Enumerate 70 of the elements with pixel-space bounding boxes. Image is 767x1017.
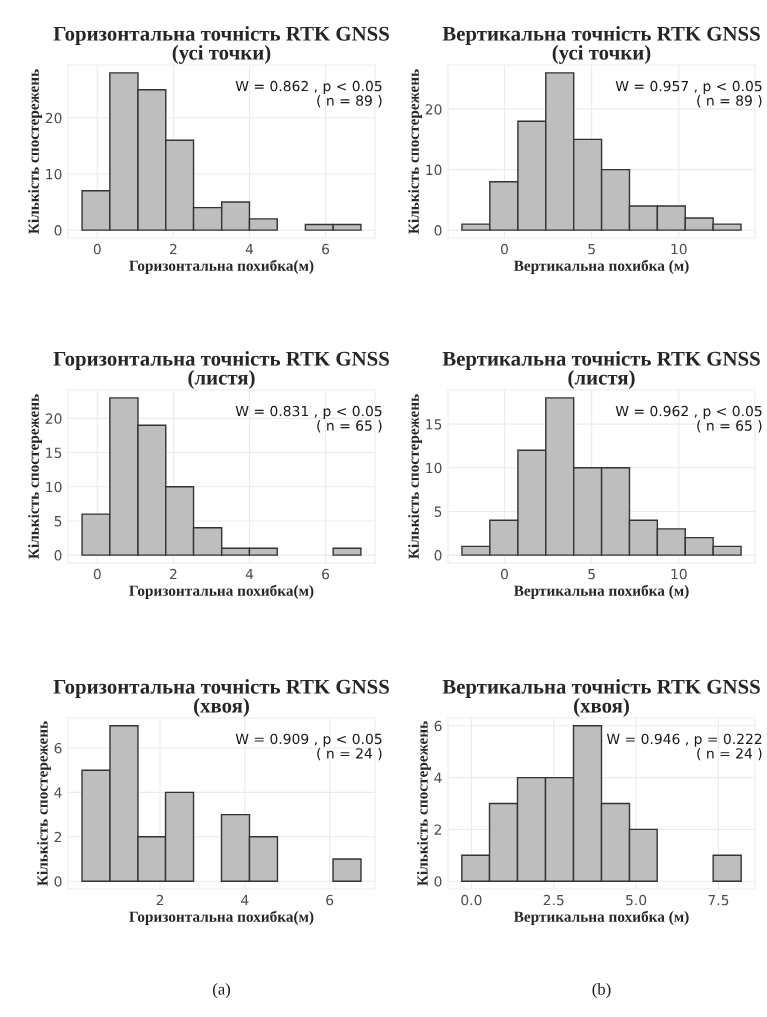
y-axis-title: Кількість спостережень <box>28 394 42 559</box>
x-tick-label: 10 <box>671 568 687 580</box>
x-axis-title: Горизонтальна похибка(м) <box>129 259 314 274</box>
y-tick-label: 0 <box>54 550 62 561</box>
x-tick-label: 2 <box>169 568 177 580</box>
x-tick-label: 2 <box>169 243 177 255</box>
y-tick-label: 0 <box>54 225 62 236</box>
x-tick-label: 4 <box>245 243 254 255</box>
y-tick-label: 20 <box>45 112 62 124</box>
x-axis-title: Горизонтальна похибка(м) <box>129 910 314 925</box>
x-tick-label: 4 <box>241 894 249 906</box>
y-tick-label: 15 <box>46 447 62 459</box>
x-tick-label: 0 <box>500 243 508 255</box>
x-axis-title: Вертикальна похибка (м) <box>513 259 689 274</box>
y-tick-label: 20 <box>425 104 442 115</box>
x-axis-title: Горизонтальна похибка(м) <box>129 584 314 599</box>
text: (b) <box>592 983 611 999</box>
annotation: W = 0.946 , p = 0.222 ( n = 24 ) <box>606 733 762 761</box>
chart-title: Вертикальна точність RTK GNSS (листя) <box>442 351 760 389</box>
y-tick-label: 0 <box>434 876 442 887</box>
y-tick-label: 6 <box>54 742 62 754</box>
chart-title: Вертикальна точність RTK GNSS (хвоя) <box>442 679 760 717</box>
y-tick-label: 2 <box>434 824 442 835</box>
x-tick-label: 5 <box>588 243 595 255</box>
annotation: W = 0.831 , p < 0.05 ( n = 65 ) <box>235 405 382 433</box>
x-tick-label: 0 <box>93 568 101 580</box>
annotation: W = 0.909 , p < 0.05 ( n = 24 ) <box>235 733 382 761</box>
x-axis-title: Вертикальна похибка (м) <box>513 584 689 599</box>
x-tick-label: 5 <box>588 568 595 580</box>
y-axis-title: Кількість спостережень <box>36 721 51 886</box>
chart-title: Горизонтальна точність RTK GNSS (хвоя) <box>53 679 389 717</box>
y-tick-label: 0 <box>434 550 442 561</box>
y-tick-label: 10 <box>426 164 442 176</box>
y-tick-label: 5 <box>434 506 442 517</box>
x-tick-label: 0 <box>500 568 508 580</box>
y-axis-title: Кількість спостережень <box>408 69 422 234</box>
x-tick-label: 5.0 <box>626 894 647 906</box>
x-tick-label: 2 <box>156 894 164 906</box>
x-tick-label: 6 <box>326 894 334 906</box>
annotation: W = 0.862 , p < 0.05 ( n = 89 ) <box>235 80 382 108</box>
annotation: W = 0.962 , p < 0.05 ( n = 65 ) <box>615 405 762 433</box>
y-axis-title: Кількість спостережень <box>416 721 431 886</box>
y-tick-label: 20 <box>45 413 62 424</box>
text: (a) <box>212 983 231 999</box>
x-tick-label: 2.5 <box>543 894 564 906</box>
y-tick-label: 5 <box>54 516 62 527</box>
y-tick-label: 10 <box>46 481 62 493</box>
x-tick-label: 7.5 <box>708 894 729 906</box>
chart-title: Горизонтальна точність RTK GNSS (листя) <box>53 351 389 389</box>
x-tick-label: 6 <box>322 243 330 255</box>
y-axis-title: Кількість спостережень <box>408 394 422 559</box>
chart-title: Вертикальна точність RTK GNSS (усі точки) <box>442 26 760 64</box>
x-tick-label: 4 <box>245 568 254 580</box>
x-tick-label: 6 <box>322 568 330 580</box>
annotation: W = 0.957 , p < 0.05 ( n = 89 ) <box>615 80 762 108</box>
y-tick-label: 0 <box>434 225 442 236</box>
y-tick-label: 2 <box>54 831 62 843</box>
y-tick-label: 4 <box>54 787 62 798</box>
y-tick-label: 10 <box>426 462 442 474</box>
x-tick-label: 0.0 <box>461 894 482 906</box>
x-tick-label: 10 <box>671 243 687 255</box>
x-axis-title: Вертикальна похибка (м) <box>513 910 689 925</box>
y-tick-label: 10 <box>46 168 62 180</box>
y-tick-label: 0 <box>54 876 62 887</box>
chart-title: Горизонтальна точність RTK GNSS (усі точки) <box>53 26 389 64</box>
y-tick-label: 4 <box>434 772 442 783</box>
y-tick-label: 6 <box>434 720 442 732</box>
y-tick-label: 15 <box>426 419 442 430</box>
x-tick-label: 0 <box>93 243 101 255</box>
y-axis-title: Кількість спостережень <box>28 69 42 234</box>
